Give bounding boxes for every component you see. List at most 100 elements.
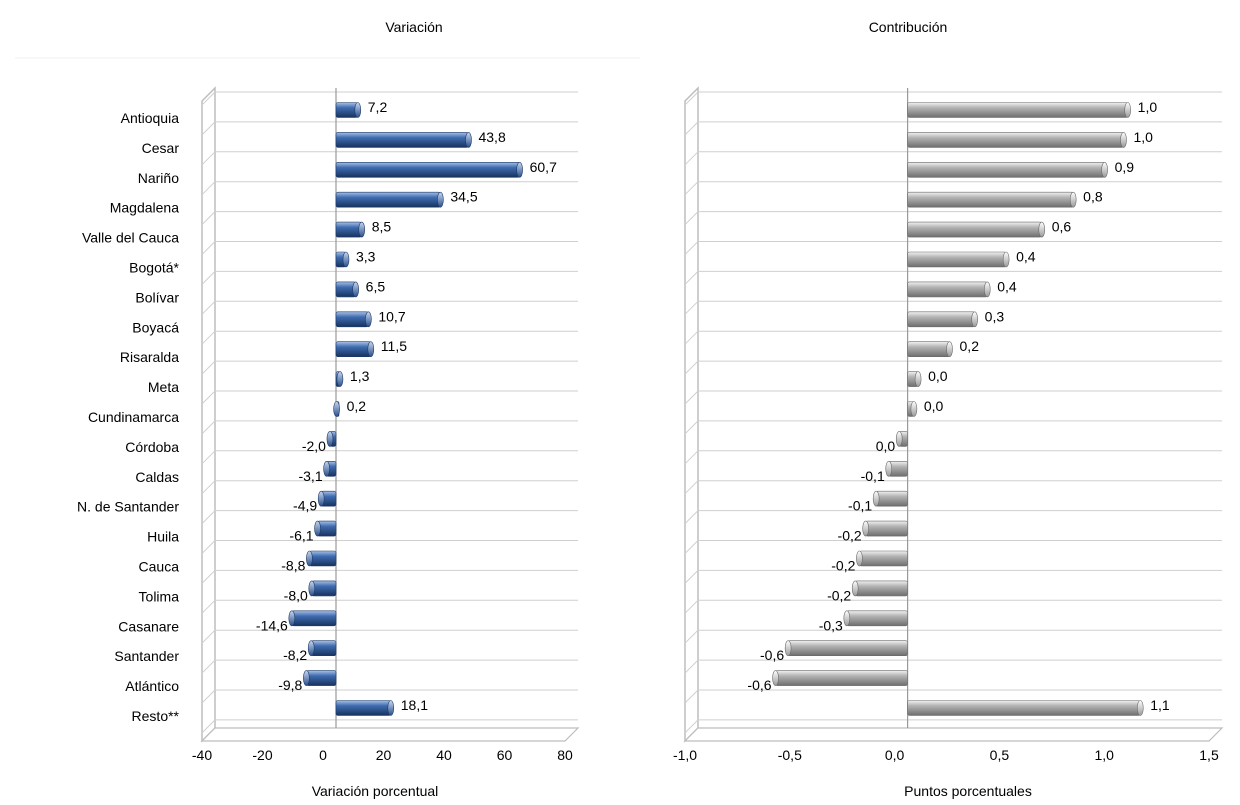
contribucion-bar-cap: [971, 311, 978, 328]
contribucion-grid-diag: [684, 450, 699, 465]
variacion-bar-cap: [333, 401, 340, 417]
contribucion-grid-diag: [684, 689, 699, 704]
contribucion-data-label: 1,0: [1133, 129, 1153, 145]
variacion-data-label: 6,5: [366, 278, 386, 294]
variacion-grid-diag: [201, 390, 216, 405]
contribucion-bar-cap: [910, 401, 918, 417]
variacion-side-wall: [201, 86, 216, 743]
contribucion-grid-diag: [684, 271, 699, 285]
variacion-bar-cap: [465, 132, 472, 148]
contribucion-grid-diag: [684, 390, 699, 405]
contribucion-bar: [907, 281, 988, 298]
contribucion-grid-diag: [684, 300, 699, 315]
contribucion-panel: Contribución -1,0 -0,5 0,0 0,5 1,0 1,5 Puntos p…: [673, 19, 1224, 799]
contribucion-tick-label: 0,0: [885, 747, 905, 763]
contribucion-grid-diag: [684, 510, 699, 524]
variacion-bar-cap: [303, 670, 310, 686]
contribucion-bar: [775, 670, 908, 686]
contribucion-data-label: -0,6: [747, 677, 771, 693]
contribucion-bar: [907, 191, 1074, 208]
contribucion-bar-cap: [784, 640, 792, 657]
contribucion-data-label: -0,2: [827, 587, 851, 603]
variacion-grid-diag: [201, 211, 216, 225]
contribucion-grid-diag: [684, 659, 699, 674]
category-label: Risaralda: [120, 349, 179, 365]
variacion-tick-label: 20: [376, 747, 392, 763]
contribucion-bar-cap: [1069, 191, 1077, 208]
variacion-data-label: -3,1: [298, 468, 322, 484]
contribucion-data-label: -0,6: [760, 647, 784, 663]
contribucion-bar-cap: [862, 520, 869, 537]
variacion-bar-cap: [367, 341, 375, 358]
variacion-bar-cap: [308, 580, 316, 597]
variacion-bar-cap: [288, 610, 296, 627]
variacion-data-label: -6,1: [289, 528, 313, 544]
variacion-bar-cap: [307, 640, 315, 657]
variacion-grid-diag: [201, 121, 216, 136]
variacion-bar: [306, 670, 337, 686]
variacion-data-label: 34,5: [450, 189, 477, 205]
contribucion-bar-cap: [772, 670, 779, 686]
variacion-bar-cap: [323, 460, 330, 477]
contribucion-data-label: 0,6: [1052, 219, 1072, 235]
contribucion-data-label: 0,0: [876, 438, 896, 454]
contribucion-bar-cap: [885, 460, 893, 477]
variacion-grid-diag: [201, 689, 216, 704]
contribucion-grid-diag: [684, 151, 699, 166]
category-label: Santander: [114, 648, 179, 664]
contribucion-data-label: 0,9: [1115, 159, 1135, 175]
variacion-data-label: -4,9: [293, 498, 317, 514]
variacion-data-label: 1,3: [350, 368, 370, 384]
variacion-data-label: -8,2: [283, 647, 307, 663]
contribucion-tick-label: 0,5: [990, 747, 1010, 763]
variacion-bar: [311, 580, 337, 597]
contribucion-floor: [683, 727, 1224, 742]
contribucion-data-label: 1,0: [1138, 99, 1158, 115]
variacion-bar: [335, 191, 441, 208]
contribucion-bar-cap: [914, 371, 922, 387]
variacion-bar-cap: [314, 520, 321, 537]
category-label: Antioquia: [121, 110, 180, 126]
variacion-bar: [335, 700, 392, 716]
contribucion-data-label: -0,1: [861, 468, 885, 484]
category-label: Cesar: [142, 140, 180, 156]
contribucion-data-label: 0,0: [928, 368, 948, 384]
variacion-grid-diag: [201, 570, 216, 584]
contribucion-data-label: -0,2: [838, 528, 862, 544]
variacion-tick-label: 80: [557, 747, 573, 763]
category-label: Nariño: [138, 170, 179, 186]
contribucion-grid-diag: [684, 719, 699, 734]
contribucion-grid-diag: [684, 181, 699, 196]
variacion-grid-diag: [201, 151, 216, 166]
variacion-grid-diag: [201, 659, 216, 674]
contribucion-data-label: 0,4: [997, 278, 1017, 294]
contribucion-bar-cap: [1120, 132, 1127, 148]
contribucion-grid-diag: [684, 629, 699, 644]
category-label: Tolima: [139, 588, 180, 604]
contribucion-bar: [907, 341, 950, 358]
variacion-data-label: 0,2: [347, 398, 367, 414]
variacion-grid-diag: [201, 629, 216, 644]
variacion-data-label: 3,3: [356, 249, 376, 265]
variacion-bar: [309, 550, 337, 567]
contribucion-bar-cap: [872, 490, 880, 507]
contribucion-bar: [859, 550, 908, 567]
contribucion-bar: [907, 700, 1141, 716]
contribucion-data-label: 0,3: [985, 308, 1005, 324]
contribucion-bar: [907, 221, 1043, 238]
variacion-bar-cap: [365, 311, 372, 328]
variacion-data-label: -8,8: [281, 558, 305, 574]
variacion-grid-diag: [201, 599, 216, 614]
variacion-data-label: 11,5: [381, 338, 407, 354]
variacion-bar: [335, 162, 520, 178]
contribucion-axis-label: Puntos porcentuales: [904, 783, 1032, 799]
variacion-bar: [291, 610, 337, 627]
contribucion-bar: [907, 162, 1105, 178]
variacion-axis-label: Variación porcentual: [312, 783, 439, 799]
variacion-grid-diag: [201, 719, 216, 734]
variacion-data-label: -8,0: [284, 587, 308, 603]
contribucion-bar: [854, 580, 908, 597]
contribucion-data-label: 0,4: [1016, 249, 1036, 265]
variacion-bar-cap: [354, 102, 362, 118]
